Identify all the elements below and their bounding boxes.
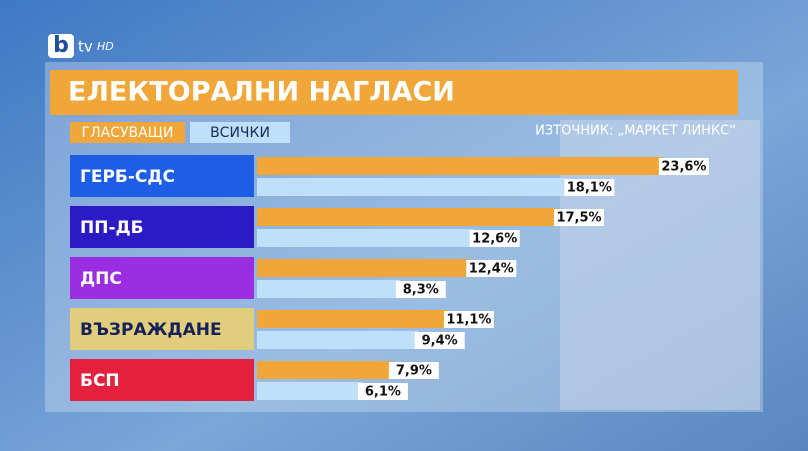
category-box: [70, 155, 254, 197]
legend-swatch: [70, 122, 185, 143]
value-label-box: [357, 383, 408, 400]
legend-swatch: [190, 122, 290, 143]
value-label: 8,3%: [403, 283, 439, 298]
logo-sub: tv: [78, 38, 93, 56]
value-label: 12,4%: [469, 262, 514, 277]
title-bar: [50, 70, 738, 115]
legend-label: ВСИЧКИ: [210, 125, 270, 141]
category-box: [70, 206, 254, 248]
value-label: 18,1%: [567, 181, 612, 196]
legend-label: ГЛАСУВАЩИ: [82, 125, 174, 141]
value-label-box: [388, 362, 439, 379]
category-label: БСП: [80, 371, 120, 391]
bar: [257, 178, 569, 196]
bar: [257, 208, 558, 226]
value-label: 12,6%: [472, 232, 517, 247]
category-box: [70, 308, 254, 350]
bar: [257, 157, 663, 175]
value-label: 6,1%: [365, 385, 401, 400]
logo-main: b: [53, 33, 69, 58]
bar: [257, 382, 362, 400]
value-label-box: [443, 311, 494, 328]
category-label: ПП-ДБ: [80, 218, 144, 238]
category-label: ВЪЗРАЖДАНЕ: [80, 320, 222, 340]
value-label: 9,4%: [422, 334, 458, 349]
category-label: ДПС: [80, 269, 122, 289]
bar: [257, 310, 448, 328]
value-label-box: [658, 158, 709, 175]
bar: [257, 280, 400, 298]
value-label: 17,5%: [556, 211, 601, 226]
value-label: 7,9%: [396, 364, 432, 379]
chart-title: ЕЛЕКТОРАЛНИ НАГЛАСИ: [68, 77, 455, 108]
source: ИЗТОЧНИК: „МАРКЕТ ЛИНКС“: [535, 124, 736, 139]
bar: [257, 259, 471, 277]
value-label-box: [466, 260, 517, 277]
category-label: ГЕРБ-СДС: [80, 167, 175, 187]
logo: b tv HD: [48, 33, 114, 58]
bar: [257, 361, 393, 379]
value-label-box: [414, 332, 465, 349]
logo-box: [48, 34, 74, 58]
category-box: [70, 257, 254, 299]
value-label-box: [469, 230, 520, 247]
value-label-box: [554, 209, 604, 226]
category-box: [70, 359, 254, 401]
bar: [257, 331, 419, 349]
value-label: 23,6%: [661, 160, 706, 175]
logo-tag: HD: [97, 40, 114, 53]
value-label-box: [564, 179, 615, 196]
bar: [257, 229, 474, 247]
value-label: 11,1%: [446, 313, 491, 328]
value-label-box: [395, 281, 446, 298]
